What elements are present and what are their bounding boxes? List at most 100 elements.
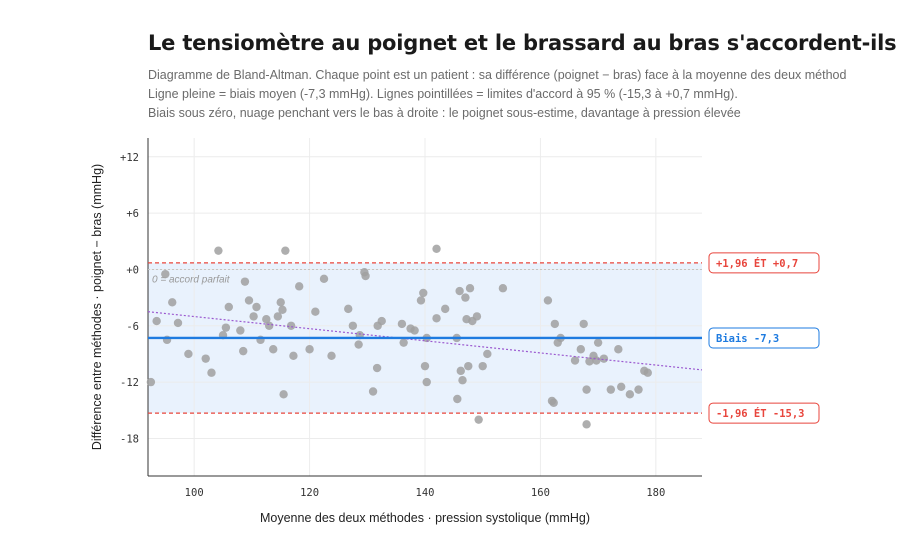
chart-subtitle-line-2: Ligne pleine = biais moyen (-7,3 mmHg). … [148, 87, 738, 101]
data-point [368, 387, 378, 396]
data-point [152, 316, 161, 326]
data-point [582, 385, 591, 394]
data-point [344, 304, 353, 314]
data-point [221, 323, 231, 332]
x-tick-label: 180 [646, 487, 665, 499]
y-axis-title: Différence entre méthodes · poignet − br… [90, 164, 104, 450]
data-point [214, 246, 223, 255]
data-point [550, 319, 560, 329]
bias-label: Biais -7,3 [716, 333, 779, 345]
data-point [399, 338, 408, 347]
data-point [239, 346, 248, 356]
data-point [252, 302, 261, 312]
x-axis-title: Moyenne des deux méthodes · pression sys… [260, 511, 590, 525]
data-point [276, 298, 285, 307]
zero-line-label: 0 = accord parfait [152, 274, 231, 285]
data-point [579, 319, 588, 329]
lower-limit-label: -1,96 ÉT -15,3 [716, 407, 805, 420]
x-tick-label: 120 [300, 487, 319, 499]
data-point [432, 244, 441, 253]
data-point [184, 349, 193, 359]
data-point [305, 345, 314, 354]
data-point [576, 345, 586, 354]
data-point [294, 282, 304, 291]
data-point [279, 390, 288, 399]
data-point [474, 415, 483, 424]
upper-limit-label-box [708, 252, 820, 274]
data-point [419, 288, 428, 298]
y-tick-label: +6 [126, 208, 139, 220]
chart-title: Le tensiomètre au poignet et le brassard… [148, 31, 900, 55]
data-point [614, 345, 623, 354]
data-point [549, 398, 558, 407]
data-point [420, 361, 430, 371]
data-point [361, 271, 370, 281]
data-point [244, 296, 254, 305]
chart-subtitle-line-1: Diagramme de Bland-Altman. Chaque point … [148, 68, 847, 82]
data-point [456, 366, 465, 376]
data-point [582, 420, 591, 429]
data-point [397, 319, 407, 329]
data-point [593, 338, 603, 347]
data-point [432, 314, 441, 323]
data-point [262, 315, 271, 324]
data-point [281, 246, 290, 255]
data-point [161, 269, 170, 279]
data-point [643, 368, 652, 377]
data-point [440, 304, 450, 314]
data-point [348, 321, 358, 330]
data-point [377, 316, 386, 326]
lower-limit-label-box [708, 402, 820, 424]
data-point [311, 307, 320, 316]
data-point [269, 345, 278, 354]
data-point [410, 326, 419, 335]
bias-label-box [708, 327, 820, 349]
data-point [224, 302, 233, 312]
data-point [278, 305, 287, 315]
data-point [416, 296, 426, 305]
x-tick-label: 100 [185, 487, 204, 499]
data-point [319, 274, 329, 284]
x-tick-label: 160 [531, 487, 550, 499]
data-point [372, 363, 382, 373]
data-point [543, 296, 553, 305]
data-point [249, 312, 258, 321]
y-tick-label: -18 [120, 433, 139, 445]
y-tick-label: +12 [120, 152, 139, 164]
y-tick-label: +0 [126, 264, 139, 276]
data-point [168, 298, 177, 307]
data-point [236, 326, 245, 335]
data-point [327, 351, 336, 361]
data-point [422, 377, 431, 387]
data-point [458, 376, 467, 385]
data-point [599, 354, 609, 363]
data-point [173, 318, 183, 328]
data-point [472, 312, 482, 321]
trend-line [147, 311, 703, 371]
data-point [634, 385, 643, 394]
data-point [354, 340, 363, 349]
chart-subtitle-line-3: Biais sous zéro, nuage penchant vers le … [148, 106, 741, 120]
data-point [286, 321, 296, 330]
data-point [617, 382, 626, 392]
data-point [465, 284, 475, 293]
data-point [455, 286, 464, 296]
data-point [273, 312, 283, 321]
x-tick-label: 140 [416, 487, 435, 499]
data-point [464, 361, 473, 371]
y-tick-label: -12 [120, 377, 139, 389]
data-point [207, 368, 216, 377]
data-point [240, 277, 250, 286]
data-point [483, 349, 492, 359]
data-point [478, 361, 487, 371]
upper-limit-label: +1,96 ÉT +0,7 [716, 257, 798, 270]
data-point [453, 394, 462, 404]
data-point [625, 390, 635, 399]
data-point [264, 321, 274, 330]
data-point [606, 385, 616, 394]
data-point [201, 354, 210, 363]
data-point [289, 351, 298, 361]
data-point [461, 293, 470, 302]
data-point [570, 356, 580, 365]
